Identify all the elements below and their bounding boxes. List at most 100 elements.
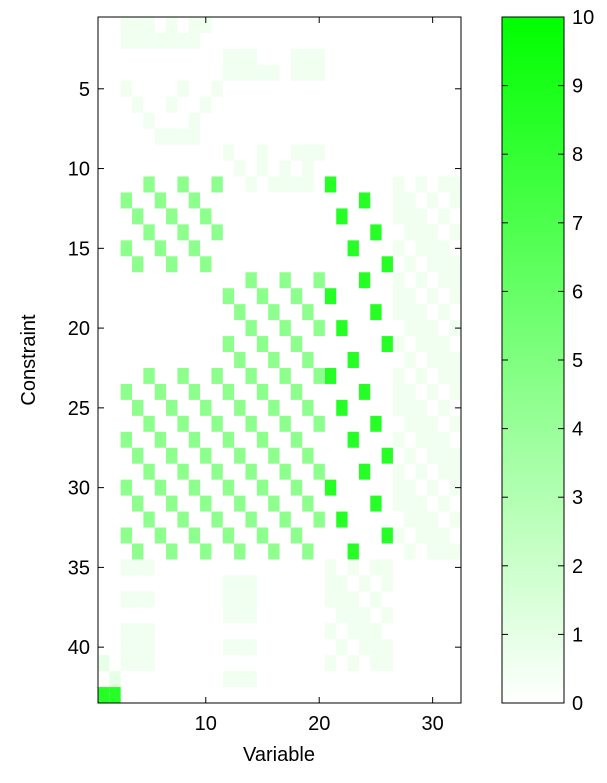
heatmap-cell xyxy=(336,511,348,528)
heatmap-cell xyxy=(370,655,382,672)
heatmap-cell xyxy=(200,495,212,512)
heatmap-cell xyxy=(415,224,427,241)
heatmap-cell xyxy=(426,415,439,432)
heatmap-cell xyxy=(438,399,450,416)
heatmap-cell xyxy=(234,447,246,464)
heatmap-cell xyxy=(449,224,461,241)
heatmap-cell xyxy=(222,144,235,161)
heatmap-cell xyxy=(358,607,371,624)
heatmap-cell xyxy=(392,192,405,209)
heatmap-cell xyxy=(211,367,223,384)
heatmap-cell xyxy=(290,431,303,448)
heatmap-cell xyxy=(302,543,314,560)
heatmap-cell xyxy=(324,176,337,193)
heatmap-cell xyxy=(143,415,155,432)
heatmap-cell xyxy=(132,543,144,560)
heatmap-cell xyxy=(222,288,235,305)
heatmap-cell xyxy=(381,559,393,576)
colorbar-ticks: 0 1 2 3 4 5 6 7 8 9 10 xyxy=(502,7,594,715)
heatmap-cell xyxy=(313,415,325,432)
heatmap-cell xyxy=(438,336,450,353)
heatmap-plot: 10 20 30 5 10 15 20 25 30 35 40 xyxy=(68,16,462,735)
heatmap-cell xyxy=(347,352,359,368)
heatmap-cell xyxy=(222,639,235,656)
heatmap-cell xyxy=(256,64,269,81)
heatmap-cell xyxy=(404,320,416,337)
heatmap-cell xyxy=(290,288,303,305)
heatmap-cell xyxy=(358,639,371,656)
heatmap-cell xyxy=(426,527,439,544)
heatmap-cell xyxy=(245,575,257,592)
heatmap-cell xyxy=(404,192,416,209)
heatmap-cell xyxy=(290,383,303,400)
heatmap-cell xyxy=(109,687,121,703)
heatmap-cell xyxy=(222,591,235,608)
heatmap-cell xyxy=(245,463,257,480)
heatmap-cell xyxy=(336,399,348,416)
heatmap-cell xyxy=(370,591,382,608)
heatmap-cell xyxy=(132,447,144,464)
heatmap-cell xyxy=(154,479,167,496)
y-axis-ticks: 5 10 15 20 25 30 35 40 xyxy=(68,79,461,659)
heatmap-cell xyxy=(245,367,257,384)
colorbar-tick-label: 2 xyxy=(572,556,583,578)
heatmap-cell xyxy=(404,208,416,225)
heatmap-cell xyxy=(381,575,393,592)
heatmap-cell xyxy=(302,399,314,416)
heatmap-cell xyxy=(415,176,427,193)
heatmap-cell xyxy=(279,511,291,528)
heatmap-cell xyxy=(290,479,303,496)
heatmap-cell xyxy=(347,623,359,640)
heatmap-cell xyxy=(438,304,450,321)
heatmap-cell xyxy=(177,224,189,241)
heatmap-cell xyxy=(404,224,416,241)
heatmap-cell xyxy=(245,176,257,193)
heatmap-cell xyxy=(132,399,144,416)
heatmap-cell xyxy=(188,32,201,49)
x-tick-label: 20 xyxy=(308,713,330,735)
heatmap-cell xyxy=(268,399,280,416)
heatmap-cell xyxy=(234,352,246,368)
heatmap-cell xyxy=(392,272,405,289)
heatmap-cell xyxy=(222,527,235,544)
colorbar-tick-label: 8 xyxy=(572,144,583,166)
colorbar: 0 1 2 3 4 5 6 7 8 9 10 xyxy=(501,7,594,715)
heatmap-cell xyxy=(188,240,201,257)
y-tick-label: 30 xyxy=(68,478,90,500)
heatmap-cell xyxy=(370,415,382,432)
heatmap-cell xyxy=(143,511,155,528)
heatmap-cell xyxy=(279,272,291,289)
heatmap-cell xyxy=(120,240,133,257)
heatmap-cell xyxy=(200,256,212,273)
colorbar-tick-label: 1 xyxy=(572,624,583,646)
heatmap-cell xyxy=(290,48,303,65)
heatmap-cell xyxy=(438,463,450,480)
heatmap-cell xyxy=(426,336,439,353)
heatmap-cell xyxy=(392,527,405,544)
heatmap-cell xyxy=(211,224,223,241)
heatmap-cell xyxy=(245,639,257,656)
heatmap-cell xyxy=(438,431,450,448)
heatmap-cell xyxy=(426,543,439,560)
heatmap-cell xyxy=(347,591,359,608)
heatmap-cell xyxy=(358,272,371,289)
heatmap-cell xyxy=(347,543,359,560)
heatmap-cell xyxy=(313,272,325,289)
heatmap-cell xyxy=(336,639,348,656)
heatmap-cell xyxy=(392,399,405,416)
heatmap-cell xyxy=(132,559,144,576)
heatmap-cell xyxy=(222,64,235,81)
heatmap-cell xyxy=(449,463,461,480)
heatmap-cell xyxy=(438,208,450,225)
heatmap-cell xyxy=(347,655,359,672)
heatmap-cell xyxy=(302,495,314,512)
heatmap-cell xyxy=(200,543,212,560)
heatmap-cell xyxy=(211,176,223,193)
y-tick-label: 5 xyxy=(79,79,90,101)
heatmap-cell xyxy=(143,32,155,49)
heatmap-cell xyxy=(438,527,450,544)
y-tick-label: 25 xyxy=(68,398,90,420)
heatmap-cell xyxy=(222,336,235,353)
heatmap-cell xyxy=(279,176,291,193)
heatmap-cell xyxy=(449,256,461,273)
